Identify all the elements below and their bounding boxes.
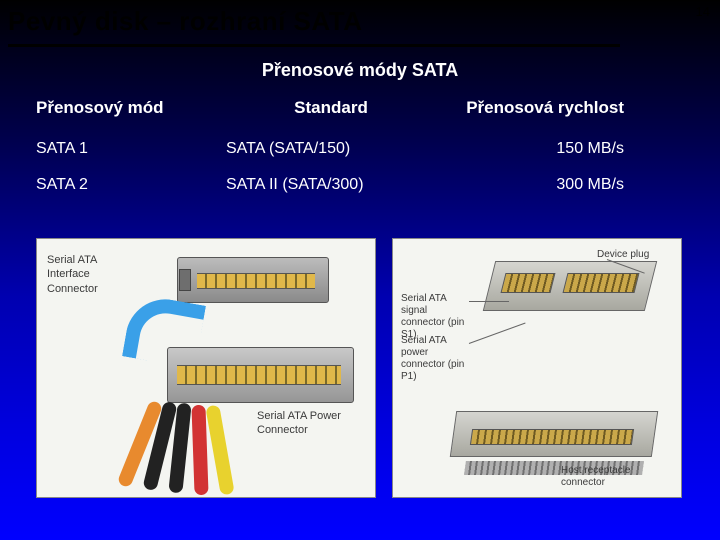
cell-speed: 300 MB/s — [436, 176, 624, 194]
device-power-slot — [563, 273, 640, 293]
table-row: SATA 1 SATA (SATA/150) 150 MB/s — [36, 140, 624, 158]
sata-pinout-diagram: Device plug connector Serial ATA signal … — [392, 238, 682, 498]
interface-connector-key — [179, 269, 191, 291]
sata-modes-table: Přenosový mód Standard Přenosová rychlos… — [36, 98, 624, 212]
slide-title: Pevný disk – rozhraní SATA — [8, 6, 362, 37]
title-underline — [8, 44, 620, 47]
table-header-row: Přenosový mód Standard Přenosová rychlos… — [36, 98, 624, 118]
cell-speed: 150 MB/s — [436, 140, 624, 158]
host-receptacle-label: Host receptacle connector — [561, 465, 671, 489]
slide: 14 Pevný disk – rozhraní SATA Přenosové … — [0, 0, 720, 540]
sata-connectors-photo: Serial ATA Interface Connector Serial AT… — [36, 238, 376, 498]
cell-standard: SATA (SATA/150) — [226, 140, 436, 158]
cell-standard: SATA II (SATA/300) — [226, 176, 436, 194]
wire-yellow-icon — [205, 404, 234, 495]
wire-red-icon — [191, 405, 208, 495]
image-row: Serial ATA Interface Connector Serial AT… — [36, 238, 684, 500]
leader-line-icon — [469, 301, 509, 302]
interface-connector-pins — [197, 273, 315, 289]
interface-connector-label: Serial ATA Interface Connector — [47, 253, 127, 296]
power-pin-label: Serial ATA power connector (pin P1) — [401, 335, 471, 383]
cell-mode: SATA 1 — [36, 140, 226, 158]
leader-line-icon — [469, 323, 526, 344]
col-speed-header: Přenosová rychlost — [436, 98, 624, 118]
host-receptacle-slot — [470, 429, 634, 445]
slide-subtitle: Přenosové módy SATA — [262, 60, 458, 81]
col-standard-header: Standard — [226, 98, 436, 118]
col-mode-header: Přenosový mód — [36, 98, 226, 118]
device-signal-slot — [501, 273, 556, 293]
power-connector-label: Serial ATA Power Connector — [257, 409, 357, 438]
power-connector-pins — [177, 365, 341, 385]
page-number: 14 — [696, 4, 710, 19]
table-row: SATA 2 SATA II (SATA/300) 300 MB/s — [36, 176, 624, 194]
signal-connector-label: Serial ATA signal connector (pin S1) — [401, 293, 471, 341]
cell-mode: SATA 2 — [36, 176, 226, 194]
